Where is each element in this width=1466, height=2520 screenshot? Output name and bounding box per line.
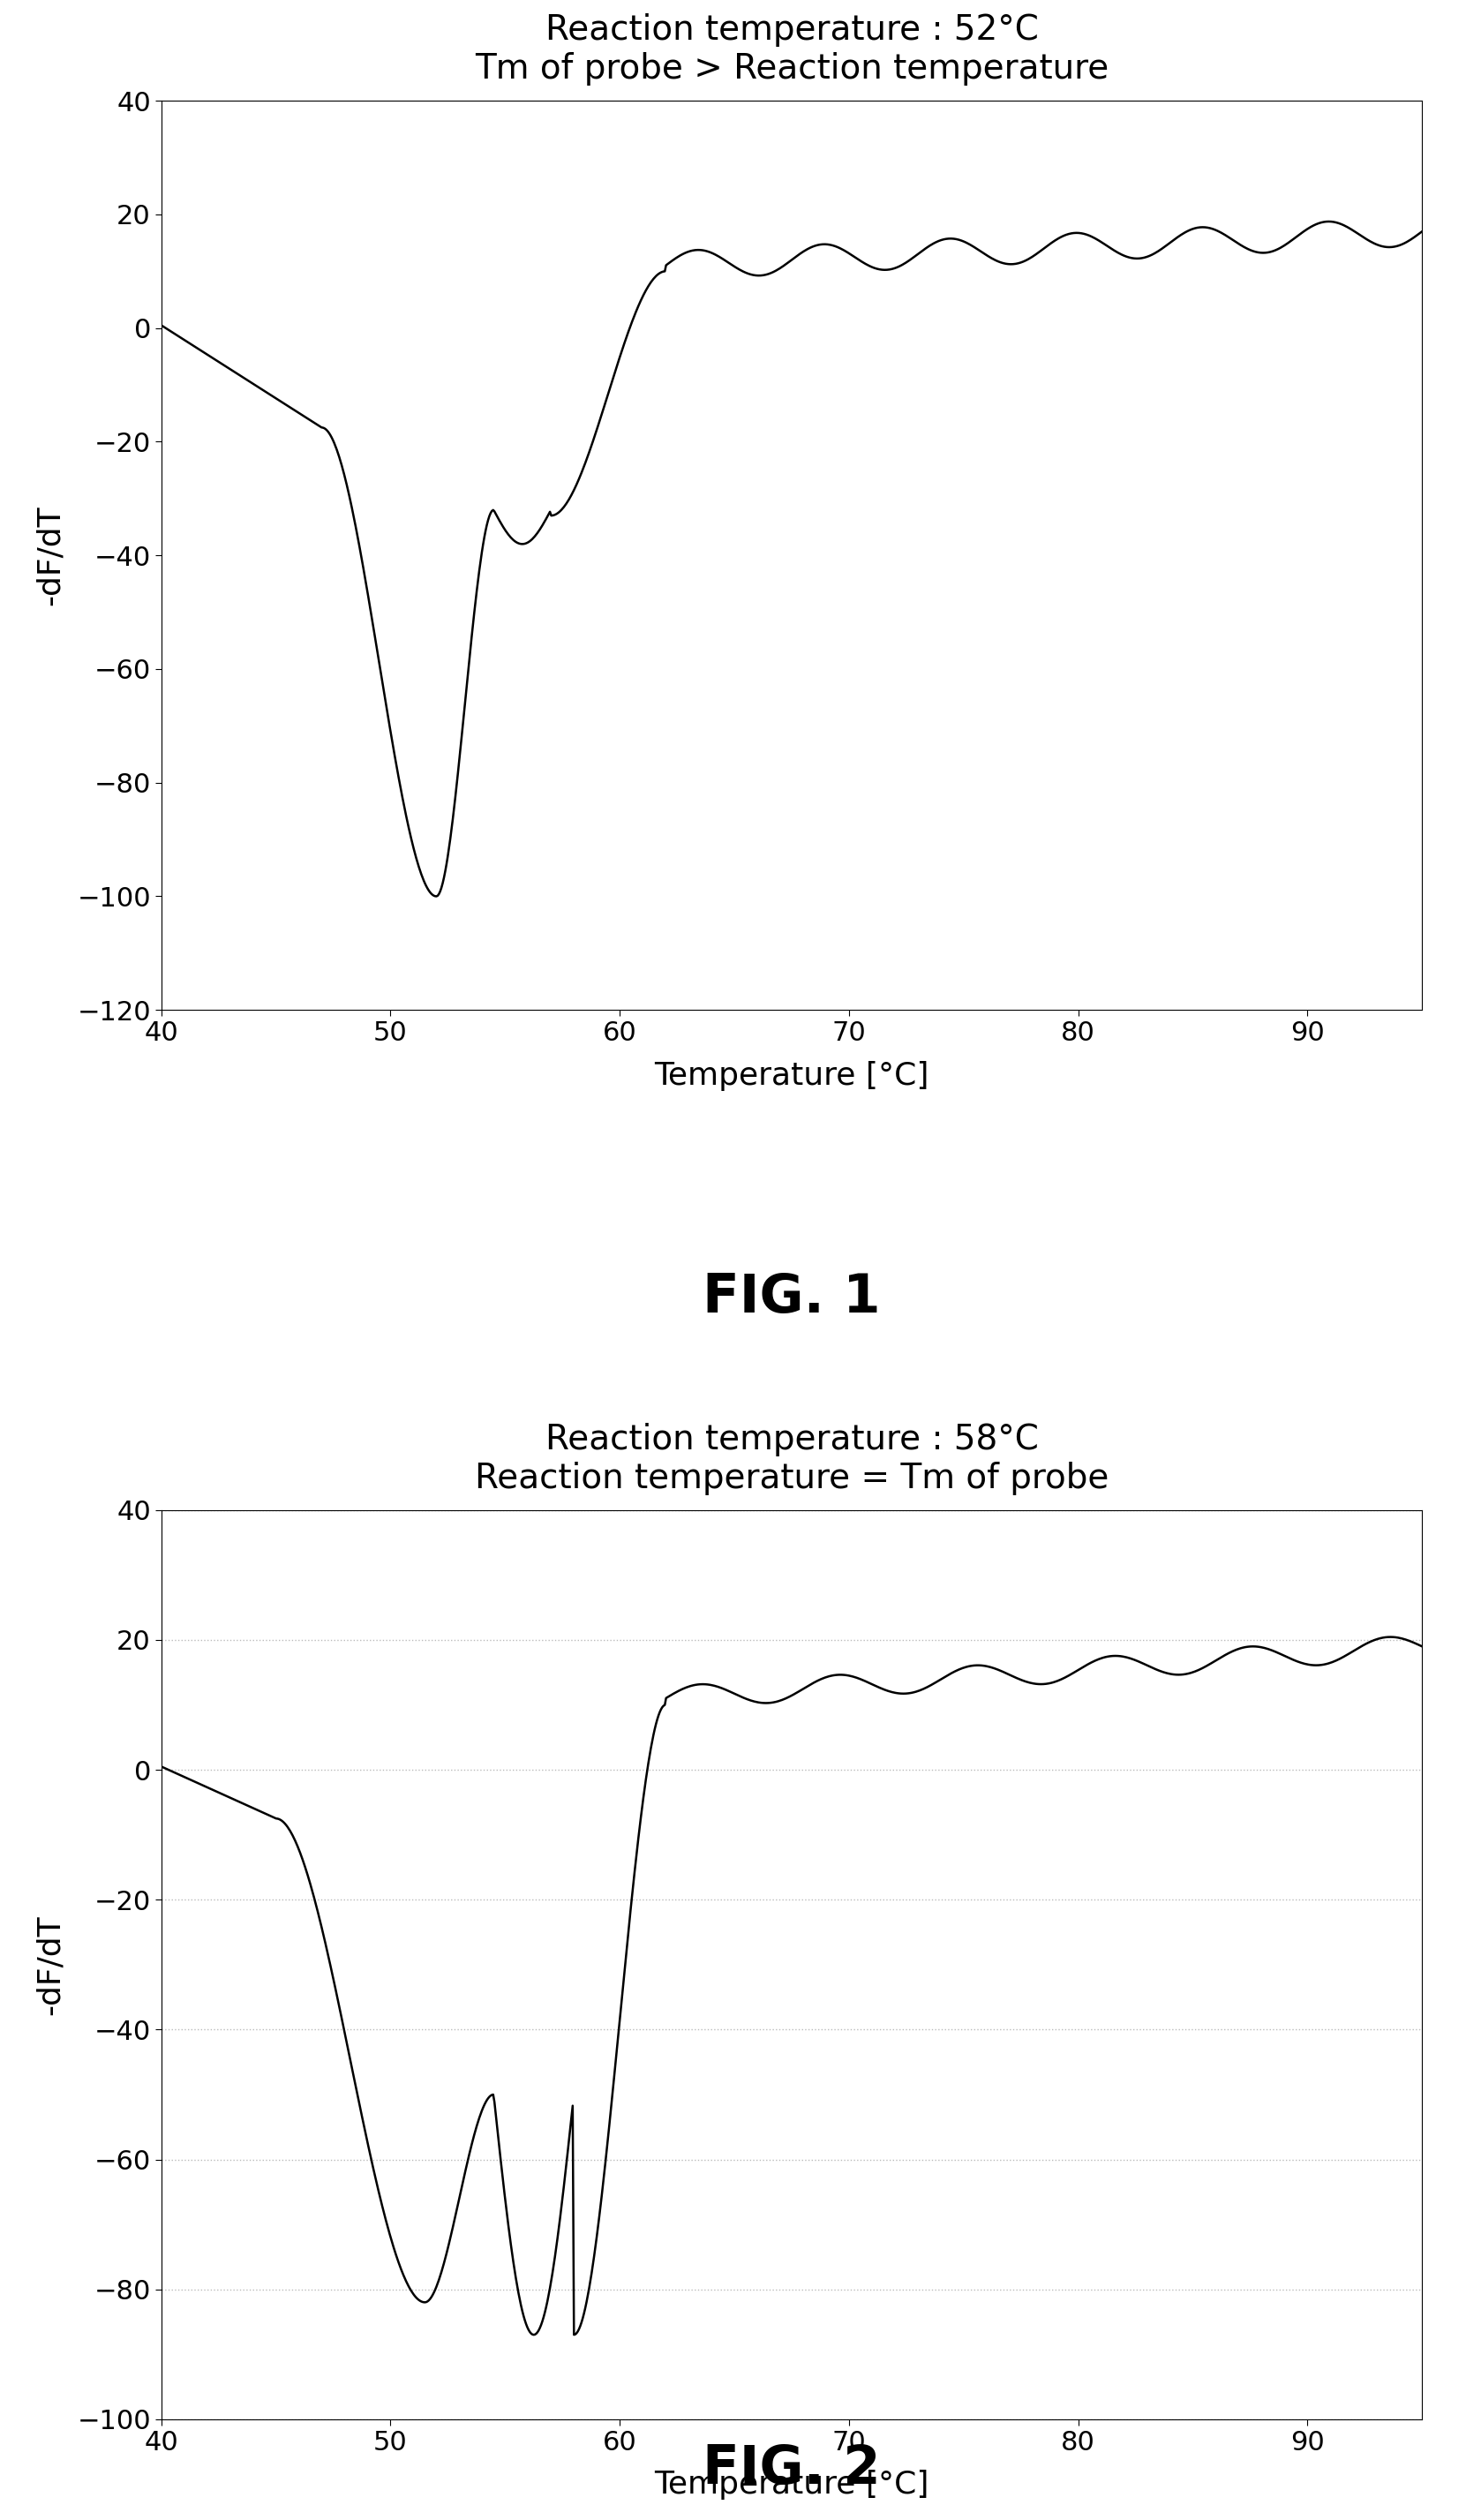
X-axis label: Temperature [°C]: Temperature [°C] (654, 2470, 929, 2500)
Text: FIG. 2: FIG. 2 (702, 2444, 881, 2495)
Y-axis label: -dF/dT: -dF/dT (35, 1915, 65, 2016)
X-axis label: Temperature [°C]: Temperature [°C] (654, 1061, 929, 1091)
Y-axis label: -dF/dT: -dF/dT (35, 504, 65, 605)
Title: Reaction temperature : 52°C
Tm of probe > Reaction temperature: Reaction temperature : 52°C Tm of probe … (475, 13, 1108, 86)
Text: FIG. 1: FIG. 1 (702, 1273, 881, 1323)
Title: Reaction temperature : 58°C
Reaction temperature = Tm of probe: Reaction temperature : 58°C Reaction tem… (475, 1424, 1108, 1494)
